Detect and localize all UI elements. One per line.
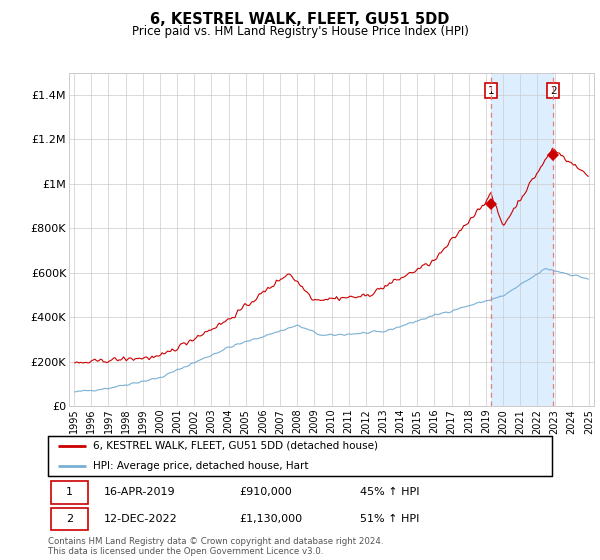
Text: 2: 2	[66, 514, 73, 524]
Text: 51% ↑ HPI: 51% ↑ HPI	[361, 514, 420, 524]
Text: HPI: Average price, detached house, Hart: HPI: Average price, detached house, Hart	[94, 461, 309, 471]
FancyBboxPatch shape	[50, 508, 88, 530]
Text: Price paid vs. HM Land Registry's House Price Index (HPI): Price paid vs. HM Land Registry's House …	[131, 25, 469, 38]
Text: 2: 2	[550, 86, 556, 96]
Text: £910,000: £910,000	[239, 487, 292, 497]
Text: 12-DEC-2022: 12-DEC-2022	[103, 514, 177, 524]
Text: 45% ↑ HPI: 45% ↑ HPI	[361, 487, 420, 497]
Text: Contains HM Land Registry data © Crown copyright and database right 2024.
This d: Contains HM Land Registry data © Crown c…	[48, 537, 383, 557]
FancyBboxPatch shape	[50, 481, 88, 503]
Text: 6, KESTREL WALK, FLEET, GU51 5DD: 6, KESTREL WALK, FLEET, GU51 5DD	[151, 12, 449, 27]
Text: £1,130,000: £1,130,000	[239, 514, 302, 524]
Text: 16-APR-2019: 16-APR-2019	[103, 487, 175, 497]
Text: 1: 1	[488, 86, 494, 96]
Text: 1: 1	[66, 487, 73, 497]
Text: 6, KESTREL WALK, FLEET, GU51 5DD (detached house): 6, KESTREL WALK, FLEET, GU51 5DD (detach…	[94, 441, 379, 451]
Bar	[491, 73, 553, 406]
